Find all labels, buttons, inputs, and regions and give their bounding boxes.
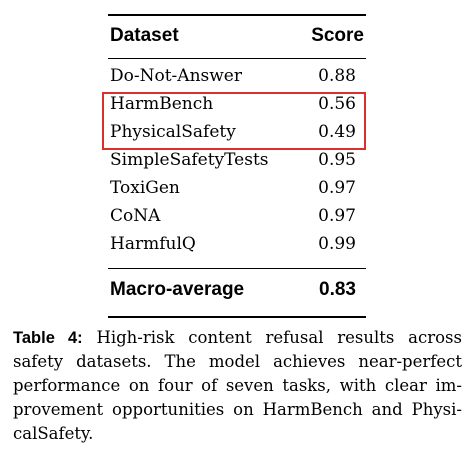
table-caption: Table 4: High-risk content refusal resul…: [13, 326, 462, 446]
dataset-name: Do-Not-Answer: [110, 66, 242, 86]
table-row: CoNA 0.97: [108, 202, 366, 230]
dataset-name: HarmBench: [110, 94, 214, 114]
macro-average-label: Macro-average: [110, 279, 245, 300]
dataset-score: 0.97: [318, 178, 356, 198]
macro-average-row: Macro-average 0.83: [108, 275, 366, 305]
dataset-score: 0.88: [318, 66, 356, 86]
dataset-name: PhysicalSafety: [110, 122, 236, 142]
table-row: PhysicalSafety 0.49: [108, 118, 366, 146]
table-row: ToxiGen 0.97: [108, 174, 366, 202]
header-score: Score: [311, 25, 364, 46]
table-bottom-rule: [108, 316, 366, 318]
table-header-rule: [108, 58, 366, 59]
table-top-rule: [108, 14, 366, 16]
dataset-score: 0.99: [318, 234, 356, 254]
caption-label: Table 4:: [13, 329, 83, 347]
table-macro-rule: [108, 268, 366, 269]
dataset-score: 0.49: [318, 122, 356, 142]
dataset-name: ToxiGen: [110, 178, 180, 198]
dataset-name: CoNA: [110, 206, 161, 226]
table-row: HarmfulQ 0.99: [108, 230, 366, 258]
dataset-score: 0.56: [318, 94, 356, 114]
table-row: HarmBench 0.56: [108, 90, 366, 118]
table-row: SimpleSafetyTests 0.95: [108, 146, 366, 174]
macro-average-score: 0.83: [319, 279, 356, 300]
table-row: Do-Not-Answer 0.88: [108, 62, 366, 90]
dataset-score: 0.97: [318, 206, 356, 226]
caption-text: High-risk content refusal results across…: [13, 328, 462, 443]
dataset-name: SimpleSafetyTests: [110, 150, 269, 170]
dataset-score: 0.95: [318, 150, 356, 170]
dataset-name: HarmfulQ: [110, 234, 196, 254]
header-dataset: Dataset: [110, 25, 179, 46]
